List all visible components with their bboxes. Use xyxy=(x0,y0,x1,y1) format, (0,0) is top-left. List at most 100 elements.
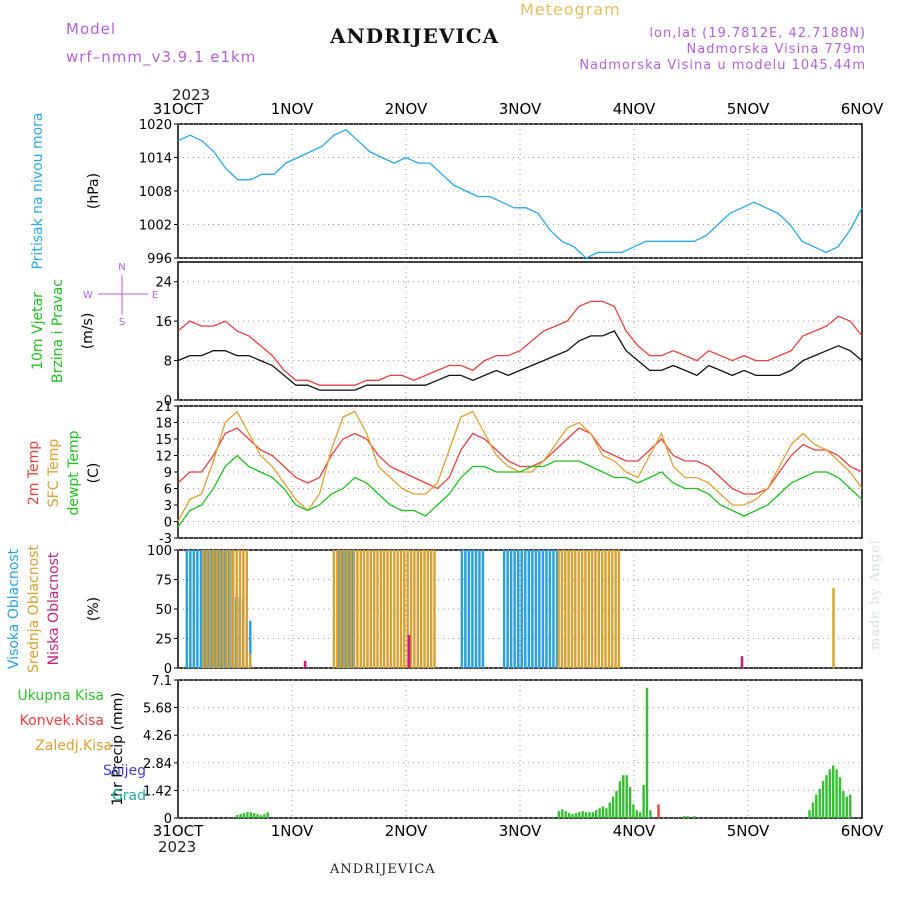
bar xyxy=(196,550,199,668)
y-tick-label: -3 xyxy=(159,532,172,547)
precip-legend-item: Zaledj.Kisa xyxy=(35,738,112,754)
bar xyxy=(362,550,366,668)
y-tick-label: 9 xyxy=(164,466,172,481)
temp-title-dewpt: dewpt Temp xyxy=(66,430,82,515)
y-tick-label: 6 xyxy=(164,483,172,498)
bar xyxy=(396,550,399,668)
bar xyxy=(538,550,541,668)
bar xyxy=(561,809,564,818)
series-line xyxy=(177,330,863,391)
bar xyxy=(513,550,516,668)
bar xyxy=(430,550,433,668)
y-tick-label: 7.1 xyxy=(151,674,172,689)
x-tick-label-bottom: 31OCT xyxy=(153,822,204,840)
bar xyxy=(416,550,419,668)
bar xyxy=(383,550,386,668)
bar xyxy=(389,550,393,668)
bar xyxy=(228,550,232,668)
bar xyxy=(225,550,228,668)
bar xyxy=(617,550,621,668)
bar xyxy=(564,550,567,668)
temp-title-sfc: SFC Temp xyxy=(46,439,62,508)
bar xyxy=(248,653,252,668)
bar xyxy=(253,813,256,818)
bar xyxy=(344,550,347,668)
bar xyxy=(845,796,848,818)
cloud-unit: (%) xyxy=(86,597,102,621)
y-tick-label: 15 xyxy=(155,433,172,448)
bar xyxy=(594,550,597,668)
x-tick-label-bottom: 2NOV xyxy=(385,822,428,840)
y-tick-label: 2.84 xyxy=(143,757,172,772)
y-tick-label: 24 xyxy=(155,276,172,291)
cloud-title-low: Niska Oblacnost xyxy=(46,552,62,665)
bar xyxy=(580,550,584,668)
year-top: 2023 xyxy=(172,86,211,104)
bar xyxy=(615,790,618,818)
coords-label: lon,lat (19.7812E, 42.7188N) xyxy=(649,26,866,41)
bar xyxy=(356,550,359,668)
bar xyxy=(336,550,339,668)
temp-unit: (C) xyxy=(86,463,102,484)
bar xyxy=(259,815,263,818)
bar xyxy=(520,550,523,668)
precip-legend-item: Ukupna Kisa xyxy=(17,688,104,704)
x-tick-label-top: 31OCT xyxy=(153,100,204,118)
bar xyxy=(413,550,416,668)
dir-label-w: W xyxy=(83,290,93,301)
bar xyxy=(332,550,336,668)
precip-legend-item: Snijeg xyxy=(103,763,146,779)
x-tick-label-top: 2NOV xyxy=(385,100,428,118)
bar xyxy=(208,550,212,668)
bar xyxy=(399,550,403,668)
y-tick-label: 3 xyxy=(164,499,172,514)
bar xyxy=(574,813,578,818)
bar xyxy=(220,550,224,668)
bar xyxy=(628,786,632,818)
bar xyxy=(598,808,601,818)
bar xyxy=(849,794,852,818)
series-line xyxy=(177,128,863,259)
bar xyxy=(471,550,474,668)
bar xyxy=(303,660,307,668)
bar xyxy=(524,550,527,668)
bar xyxy=(842,790,845,818)
bar xyxy=(581,811,584,818)
footer-station: ANDRIJEVICA xyxy=(330,862,436,877)
bar xyxy=(212,550,215,668)
bar xyxy=(835,769,838,818)
bar xyxy=(242,813,246,818)
y-tick-label: 0 xyxy=(164,662,172,677)
bar xyxy=(818,788,821,818)
bar xyxy=(249,812,252,818)
bar xyxy=(811,802,815,818)
bar xyxy=(590,550,594,668)
bar xyxy=(625,775,628,818)
model-label: Model xyxy=(66,20,117,38)
bar xyxy=(527,550,531,668)
bar xyxy=(423,550,426,668)
bar xyxy=(359,550,362,668)
x-tick-label-bottom: 5NOV xyxy=(727,822,770,840)
bar xyxy=(828,769,831,818)
bar xyxy=(808,810,811,818)
bar xyxy=(464,550,467,668)
bar xyxy=(419,550,423,668)
y-tick-label: 16 xyxy=(155,315,172,330)
bar xyxy=(571,814,574,818)
bar xyxy=(502,550,506,668)
dir-label-n: N xyxy=(118,262,125,273)
bar xyxy=(591,812,594,818)
bar xyxy=(426,550,429,668)
bar xyxy=(531,550,534,668)
bar xyxy=(578,812,581,818)
bar xyxy=(379,550,383,668)
bar xyxy=(611,796,615,818)
bar xyxy=(649,810,652,818)
bar xyxy=(366,550,369,668)
bar xyxy=(474,550,478,668)
bar xyxy=(236,815,239,818)
bar xyxy=(205,550,208,668)
x-tick-label-bottom: 3NOV xyxy=(499,822,542,840)
bar xyxy=(238,550,242,668)
